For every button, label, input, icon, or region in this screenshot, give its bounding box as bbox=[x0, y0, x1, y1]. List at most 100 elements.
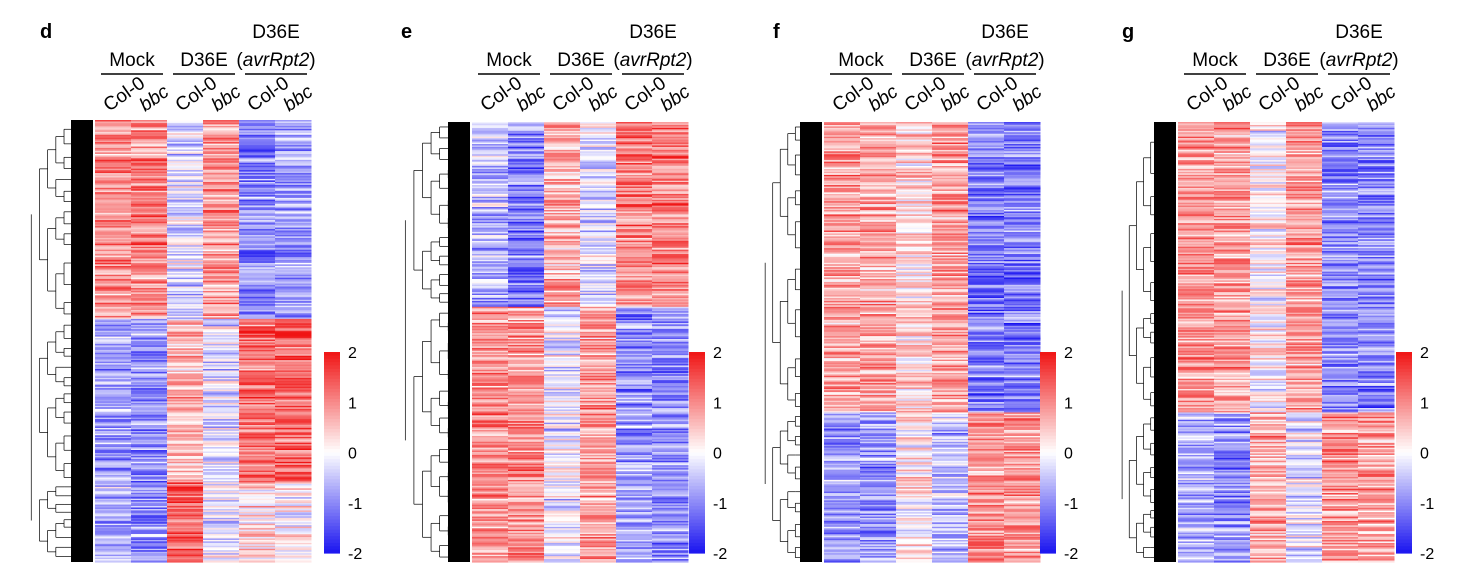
heatmap-cell bbox=[544, 146, 581, 149]
heatmap-cell bbox=[580, 186, 617, 189]
heatmap-cell bbox=[95, 162, 132, 165]
heatmap-cell bbox=[652, 124, 689, 127]
heatmap-cell bbox=[616, 504, 653, 507]
heatmap-cell bbox=[95, 174, 132, 177]
heatmap-cell bbox=[652, 182, 689, 185]
heatmap-cell bbox=[616, 204, 653, 207]
heatmap-cell bbox=[968, 146, 1005, 149]
heatmap-cell bbox=[167, 155, 204, 158]
heatmap-cell bbox=[167, 220, 204, 223]
heatmap-cell bbox=[652, 540, 689, 543]
heatmap-cell bbox=[167, 476, 204, 479]
heatmap-cell bbox=[968, 226, 1005, 229]
heatmap-cell bbox=[167, 258, 204, 261]
heatmap-cell bbox=[203, 457, 240, 460]
heatmap-cell bbox=[616, 158, 653, 161]
heatmap-cell bbox=[275, 413, 312, 416]
heatmap-cell bbox=[616, 388, 653, 391]
heatmap-cell bbox=[860, 229, 897, 232]
heatmap-cell bbox=[203, 257, 240, 260]
colorbar-step bbox=[689, 398, 705, 403]
colorbar-step bbox=[324, 398, 340, 403]
heatmap-cell bbox=[652, 452, 689, 455]
heatmap-cell bbox=[275, 318, 312, 321]
heatmap-cell bbox=[203, 336, 240, 339]
heatmap-cell bbox=[167, 488, 204, 491]
colorbar-step bbox=[689, 526, 705, 531]
heatmap-cell bbox=[616, 214, 653, 217]
heatmap-cell bbox=[203, 548, 240, 551]
heatmap-cell bbox=[580, 393, 617, 396]
heatmap-cell bbox=[508, 262, 545, 265]
heatmap-cell bbox=[1004, 157, 1041, 160]
heatmap-cell bbox=[275, 296, 312, 299]
heatmap-cell bbox=[131, 500, 168, 503]
heatmap-cell bbox=[167, 252, 204, 255]
heatmap-cell bbox=[580, 515, 617, 518]
heatmap-cell bbox=[275, 259, 312, 263]
heatmap-cell bbox=[203, 463, 240, 466]
heatmap-cell bbox=[652, 438, 689, 441]
heatmap-cell bbox=[95, 268, 132, 271]
heatmap-cell bbox=[1004, 141, 1041, 144]
heatmap-cell bbox=[203, 464, 240, 467]
heatmap-cell bbox=[239, 177, 276, 180]
heatmap-cell bbox=[95, 183, 132, 186]
heatmap-cell bbox=[239, 236, 276, 239]
heatmap-cell bbox=[616, 441, 653, 444]
heatmap-cell bbox=[616, 145, 653, 148]
heatmap-cell bbox=[239, 195, 276, 198]
heatmap-cell bbox=[131, 130, 168, 133]
heatmap-cell bbox=[968, 246, 1005, 249]
heatmap-cell bbox=[824, 295, 861, 298]
heatmap-cell bbox=[203, 142, 240, 145]
heatmap-cell bbox=[580, 350, 617, 353]
heatmap-cell bbox=[131, 311, 168, 314]
heatmap-cell bbox=[508, 472, 545, 475]
heatmap-cell bbox=[131, 304, 168, 307]
heatmap-cell bbox=[896, 232, 933, 235]
heatmap-cell bbox=[508, 397, 545, 400]
heatmap-cell bbox=[275, 174, 312, 177]
heatmap-cell bbox=[167, 193, 204, 196]
heatmap-cell bbox=[167, 329, 204, 332]
heatmap-cell bbox=[544, 432, 581, 435]
heatmap-cell bbox=[167, 351, 204, 354]
heatmap-cell bbox=[508, 347, 545, 350]
heatmap-cell bbox=[508, 437, 545, 440]
colorbar-step bbox=[689, 429, 705, 433]
heatmap-cell bbox=[860, 202, 897, 205]
heatmap-cell bbox=[95, 139, 132, 142]
heatmap-cell bbox=[860, 215, 897, 218]
heatmap-cell bbox=[203, 482, 240, 485]
heatmap-cell bbox=[275, 261, 312, 264]
heatmap-cell bbox=[131, 134, 168, 137]
heatmap-cell bbox=[824, 268, 861, 271]
heatmap-cell bbox=[239, 464, 276, 467]
heatmap-cell bbox=[580, 548, 617, 551]
heatmap-cell bbox=[131, 401, 168, 404]
heatmap-cell bbox=[968, 151, 1005, 154]
heatmap-cell bbox=[580, 308, 617, 311]
heatmap-cell bbox=[616, 408, 653, 411]
heatmap-cell bbox=[131, 320, 168, 323]
heatmap-cell bbox=[275, 380, 312, 383]
heatmap-cell bbox=[167, 127, 204, 130]
heatmap-cell bbox=[508, 243, 545, 246]
heatmap-cell bbox=[616, 386, 653, 389]
heatmap-cell bbox=[652, 556, 689, 559]
heatmap-cell bbox=[968, 177, 1005, 180]
heatmap-cell bbox=[896, 202, 933, 205]
heatmap-cell bbox=[544, 166, 581, 169]
heatmap-cell bbox=[860, 179, 897, 182]
heatmap-cell bbox=[860, 186, 897, 189]
heatmap-cell bbox=[239, 170, 276, 173]
heatmap-cell bbox=[275, 338, 312, 341]
heatmap-cell bbox=[203, 398, 240, 401]
heatmap-cell bbox=[652, 545, 689, 548]
heatmap-cell bbox=[472, 188, 509, 191]
heatmap-cell bbox=[652, 295, 689, 298]
heatmap-cell bbox=[860, 248, 897, 251]
heatmap-cell bbox=[1004, 166, 1041, 169]
heatmap-cell bbox=[652, 286, 689, 289]
